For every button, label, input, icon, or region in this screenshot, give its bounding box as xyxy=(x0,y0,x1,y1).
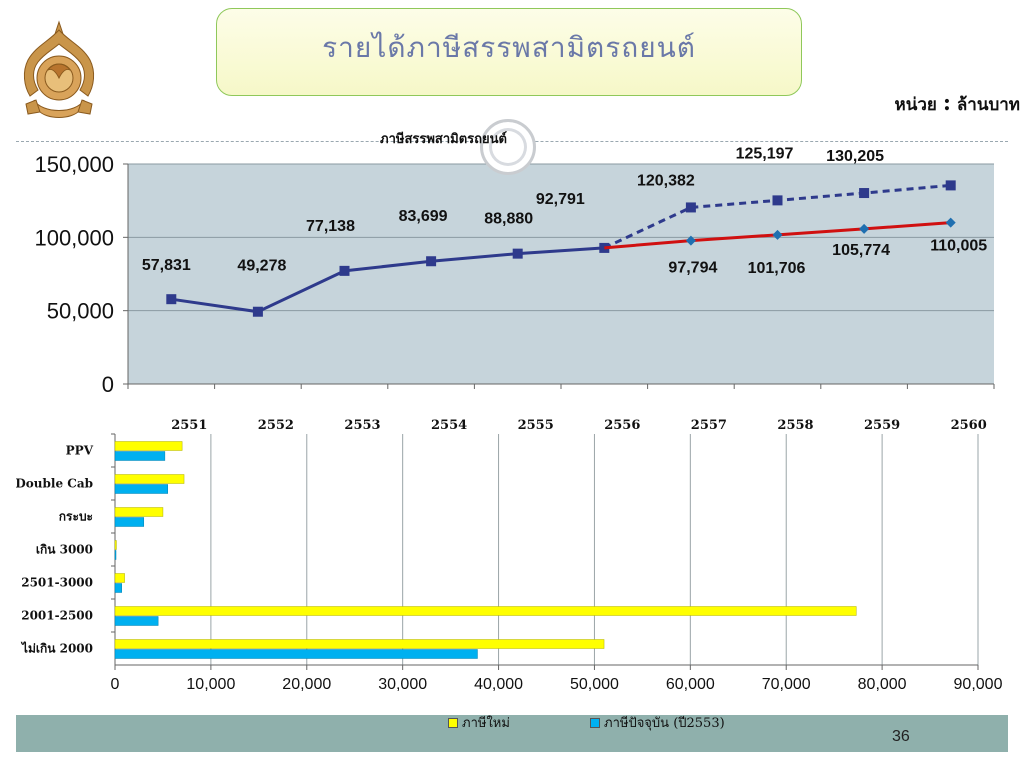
line-data-label: 88,880 xyxy=(484,211,533,228)
line-data-label: 92,791 xyxy=(536,191,585,208)
bar-new-tax xyxy=(114,441,183,451)
line-series-projected-current-tax-point xyxy=(772,229,783,240)
legend-label-new-tax: ภาษีใหม่ xyxy=(462,716,510,731)
bar-x-tick-label: 10,000 xyxy=(186,676,235,693)
line-plot-background xyxy=(128,164,994,384)
line-series-actual-point xyxy=(512,248,523,259)
line-y-tick-label: 100,000 xyxy=(34,225,114,250)
bar-new-tax xyxy=(114,540,117,550)
line-x-tick-label: 2557 xyxy=(691,418,727,432)
bar-category-label: 2501-3000 xyxy=(21,576,93,590)
line-data-label: 57,831 xyxy=(142,257,191,274)
line-data-label: 49,278 xyxy=(237,258,286,275)
line-series-projected-current-tax-point xyxy=(859,223,870,234)
bar-new-tax xyxy=(114,606,857,616)
bar-x-tick-label: 60,000 xyxy=(666,676,715,693)
bar-category-label: PPV xyxy=(66,444,94,458)
line-x-tick-label: 2554 xyxy=(431,418,467,432)
line-chart: 0 50,000 100,000 150,000 57,831 49,278 77,138 8… xyxy=(34,145,995,432)
line-y-tick-label: 50,000 xyxy=(47,299,114,324)
line-data-label: 105,774 xyxy=(832,242,890,259)
line-x-tick-label: 2558 xyxy=(777,418,813,432)
line-series-projected-new-tax-point xyxy=(945,180,956,191)
bar-x-tick-label: 20,000 xyxy=(282,676,331,693)
bar-chart: 0 10,000 20,000 30,000 40,000 50,000 60,000 70,… xyxy=(16,433,1003,693)
chart-area: 0 50,000 100,000 150,000 57,831 49,278 77,138 8… xyxy=(16,142,1008,715)
line-x-tick-label: 2553 xyxy=(344,418,380,432)
line-data-label: 97,794 xyxy=(668,260,717,277)
line-data-label: 130,205 xyxy=(826,148,884,165)
bar-x-tick-label: 50,000 xyxy=(570,676,619,693)
line-series-actual-point xyxy=(339,265,350,276)
line-data-label: 110,005 xyxy=(930,238,987,255)
slide-title-box: รายได้ภาษีสรรพสามิตรถยนต์ xyxy=(216,8,802,96)
bar-new-tax xyxy=(114,573,125,583)
footer-band xyxy=(16,715,1008,752)
line-series-projected-new-tax-point xyxy=(859,188,870,199)
line-data-label: 125,197 xyxy=(736,145,794,162)
legend-item-current-tax: ภาษีปัจจุบัน (ปี2553) xyxy=(590,712,725,733)
bar-current-tax xyxy=(114,550,117,560)
bar-category-label: กระบะ xyxy=(59,510,93,524)
bar-x-tick-label: 70,000 xyxy=(762,676,811,693)
bar-current-tax xyxy=(114,517,145,527)
line-series-actual-point xyxy=(166,294,177,305)
line-series-projected-current-tax-point xyxy=(685,235,696,246)
line-x-tick-label: 2551 xyxy=(171,418,207,432)
line-x-tick-label: 2552 xyxy=(258,418,294,432)
unit-value: ล้านบาท xyxy=(956,95,1020,115)
legend-item-new-tax: ภาษีใหม่ xyxy=(448,712,510,733)
unit-label-text: หน่วย xyxy=(894,95,937,115)
line-series-projected-new-tax-point xyxy=(772,195,783,206)
page-number: 36 xyxy=(892,728,910,745)
bar-category-label: 2001-2500 xyxy=(21,609,93,623)
bar-current-tax xyxy=(114,583,122,593)
line-chart-title: ภาษีสรรพสามิตรถยนต์ xyxy=(380,132,507,147)
bar-category-label: ไม่เกิน 2000 xyxy=(20,641,93,656)
bar-new-tax xyxy=(114,639,605,649)
excise-department-emblem xyxy=(23,20,95,118)
line-x-tick-label: 2560 xyxy=(951,418,987,432)
bar-new-tax xyxy=(114,507,164,517)
bar-current-tax xyxy=(114,616,159,626)
line-x-tick-label: 2559 xyxy=(864,418,900,432)
line-series-actual-point xyxy=(426,256,437,267)
bar-x-tick-label: 80,000 xyxy=(858,676,907,693)
line-y-tick-label: 0 xyxy=(102,372,114,397)
bar-current-tax xyxy=(114,484,168,494)
bar-x-tick-label: 30,000 xyxy=(378,676,427,693)
bar-x-tick-label: 0 xyxy=(111,676,120,693)
line-data-label: 77,138 xyxy=(306,218,355,235)
line-data-label: 83,699 xyxy=(399,208,448,225)
line-data-label: 120,382 xyxy=(637,172,695,189)
bar-new-tax xyxy=(114,474,185,484)
line-x-tick-label: 2555 xyxy=(518,418,554,432)
legend-swatch-new-tax xyxy=(448,717,458,728)
line-data-label: 101,706 xyxy=(748,260,806,277)
line-series-projected-current-tax-point xyxy=(945,217,956,228)
legend-swatch-current-tax xyxy=(590,717,600,728)
title-ring-ornament xyxy=(480,119,536,175)
line-y-tick-label: 150,000 xyxy=(34,152,114,177)
line-series-actual xyxy=(171,246,605,314)
slide-title: รายได้ภาษีสรรพสามิตรถยนต์ xyxy=(322,31,696,64)
line-series-actual-point xyxy=(252,306,263,317)
bar-x-tick-label: 90,000 xyxy=(954,676,1003,693)
bar-category-label: เกิน 3000 xyxy=(36,543,93,557)
unit-label: หน่วย : ล้านบาท xyxy=(895,90,1020,118)
bar-current-tax xyxy=(114,451,166,461)
legend-label-current-tax: ภาษีปัจจุบัน (ปี2553) xyxy=(604,716,725,731)
bar-current-tax xyxy=(114,649,478,659)
bar-category-label: Double Cab xyxy=(16,477,93,491)
line-x-tick-label: 2556 xyxy=(604,418,640,432)
bar-x-tick-label: 40,000 xyxy=(474,676,523,693)
unit-colon: : xyxy=(942,90,951,116)
line-series-projected-new-tax-point xyxy=(685,202,696,213)
